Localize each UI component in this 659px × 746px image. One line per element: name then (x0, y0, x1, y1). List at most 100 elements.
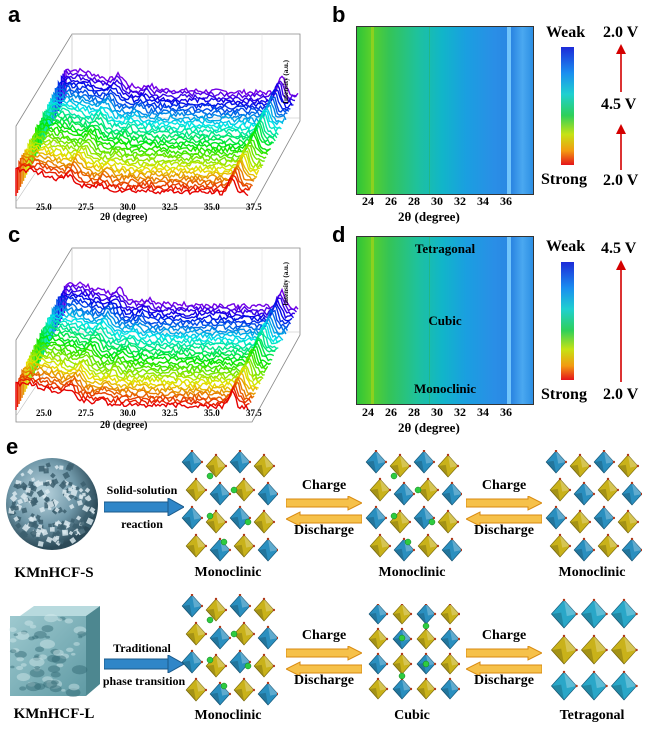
scale-b-top: Weak (546, 24, 586, 41)
process-label-2b: phase transition (102, 674, 186, 688)
heatmap-b-line (371, 27, 374, 194)
panel-label-d: d (332, 222, 346, 247)
heatmap-d-line (507, 237, 511, 404)
structure-label-2-1: Monoclinic (194, 708, 262, 723)
scale-b-bottom: Strong (541, 171, 587, 188)
discharge-label-1a: Discharge (294, 523, 354, 538)
sample-label-l: KMnHCF-L (13, 706, 95, 722)
heat-tick-b-5: 34 (477, 194, 489, 208)
cube-texture (8, 613, 88, 697)
heatmap-d-line (371, 237, 374, 404)
structure-label-1-3: Monoclinic (558, 565, 626, 580)
x-tick-a-5: 37.5 (246, 202, 262, 212)
panel-label-e: e (6, 434, 19, 459)
scale-d-top: Weak (546, 238, 586, 255)
structure-label-1-1: Monoclinic (194, 565, 262, 580)
z-axis-label-c: Intensity (a.u.) (282, 262, 290, 306)
heat-tick-b-0: 24 (362, 194, 374, 208)
x-tick-c-0: 25.0 (36, 408, 52, 418)
voltage-arrows-b (616, 44, 626, 170)
charge-label-1b: Charge (481, 478, 527, 493)
x-tick-a-2: 30.0 (120, 202, 136, 212)
x-tick-a-1: 27.5 (78, 202, 94, 212)
structure-1-1 (181, 450, 278, 562)
heat-tick-d-5: 34 (477, 405, 489, 419)
heatmap-b (356, 26, 534, 195)
phase-label-top: Tetragonal (414, 241, 476, 256)
voltage-b-top: 2.0 V (603, 24, 639, 41)
sphere-particle-s (6, 458, 98, 550)
panel-label-b: b (332, 2, 346, 27)
process-label-1b: reaction (121, 517, 163, 531)
panel-label-c: c (8, 222, 21, 247)
discharge-label-2b: Discharge (474, 673, 534, 688)
voltage-arrow-d (616, 260, 626, 382)
heatmap-d-line (429, 237, 430, 404)
discharge-label-2a: Discharge (294, 673, 354, 688)
process-arrow-2 (104, 655, 184, 673)
heatmap-b-xlabel: 2θ (degree) (398, 209, 460, 224)
z-axis-label-a: Intensity (a.u.) (282, 60, 290, 104)
process-label-2a: Traditional (113, 641, 171, 655)
process-label-1a: Solid-solution (106, 483, 178, 497)
charge-label-1a: Charge (301, 478, 347, 493)
heat-tick-d-6: 36 (500, 405, 512, 419)
voltage-d-top: 4.5 V (601, 240, 637, 257)
structure-2-1 (181, 594, 278, 706)
charge-discharge-arrows-2b (466, 646, 542, 676)
voltage-b-bottom: 2.0 V (603, 172, 639, 189)
voltage-d-bottom: 2.0 V (603, 386, 639, 403)
x-tick-c-2: 30.0 (120, 408, 136, 418)
heat-tick-d-2: 28 (408, 405, 420, 419)
x-tick-a-4: 35.0 (204, 202, 220, 212)
heatmap-d-xlabel: 2θ (degree) (398, 420, 460, 435)
heat-tick-d-0: 24 (362, 405, 374, 419)
charge-discharge-arrows-1b (466, 496, 542, 526)
waterfall-plot-a: 25.0 27.5 30.0 32.5 35.0 37.5 (8, 26, 304, 212)
structure-1-2 (365, 450, 462, 562)
phase-label-mid: Cubic (428, 313, 462, 328)
heat-tick-b-3: 30 (431, 194, 443, 208)
heat-tick-d-4: 32 (454, 405, 466, 419)
heatmap-b-line (507, 27, 511, 194)
charge-label-2a: Charge (301, 628, 347, 643)
x-axis-label-c: 2θ (degree) (100, 420, 148, 431)
structure-label-2-2: Cubic (394, 708, 430, 723)
waterfall-svg-a (15, 33, 301, 209)
voltage-b-mid: 4.5 V (601, 96, 637, 113)
structure-1-3 (545, 450, 642, 562)
waterfall-svg-c (15, 247, 301, 423)
process-arrow-1 (104, 498, 184, 516)
heatmap-d: Tetragonal Cubic Monoclinic (356, 236, 534, 405)
x-tick-c-4: 35.0 (204, 408, 220, 418)
x-tick-c-1: 27.5 (78, 408, 94, 418)
structure-label-2-3: Tetragonal (559, 708, 625, 723)
heatmap-d-ticks: 24 26 28 30 32 34 36 (356, 405, 532, 421)
heat-tick-d-3: 30 (431, 405, 443, 419)
x-axis-label-a: 2θ (degree) (100, 212, 148, 223)
heat-tick-b-6: 36 (500, 194, 512, 208)
waterfall-plot-c: 25.0 27.5 30.0 32.5 35.0 37.5 (8, 240, 304, 426)
heat-tick-b-1: 26 (385, 194, 397, 208)
color-scale-b (561, 47, 574, 165)
sample-label-s: KMnHCF-S (14, 565, 94, 581)
charge-discharge-arrows-2a (286, 646, 362, 676)
phase-label-bottom: Monoclinic (413, 381, 477, 396)
heatmap-b-ticks: 24 26 28 30 32 34 36 (356, 194, 532, 210)
structure-label-1-2: Monoclinic (378, 565, 446, 580)
discharge-label-1b: Discharge (474, 523, 534, 538)
x-tick-c-3: 32.5 (162, 408, 178, 418)
cube-particle-l (8, 606, 100, 697)
panel-label-a: a (8, 2, 21, 27)
x-tick-c-5: 37.5 (246, 408, 262, 418)
x-tick-a-3: 32.5 (162, 202, 178, 212)
x-tick-a-0: 25.0 (36, 202, 52, 212)
heatmap-b-line (429, 27, 430, 194)
structure-2-2 (368, 604, 460, 700)
charge-discharge-arrows-1a (286, 496, 362, 526)
charge-label-2b: Charge (481, 628, 527, 643)
sphere-texture (8, 462, 96, 547)
heat-tick-d-1: 26 (385, 405, 397, 419)
scale-d-bottom: Strong (541, 386, 587, 403)
structure-2-3 (550, 598, 638, 701)
